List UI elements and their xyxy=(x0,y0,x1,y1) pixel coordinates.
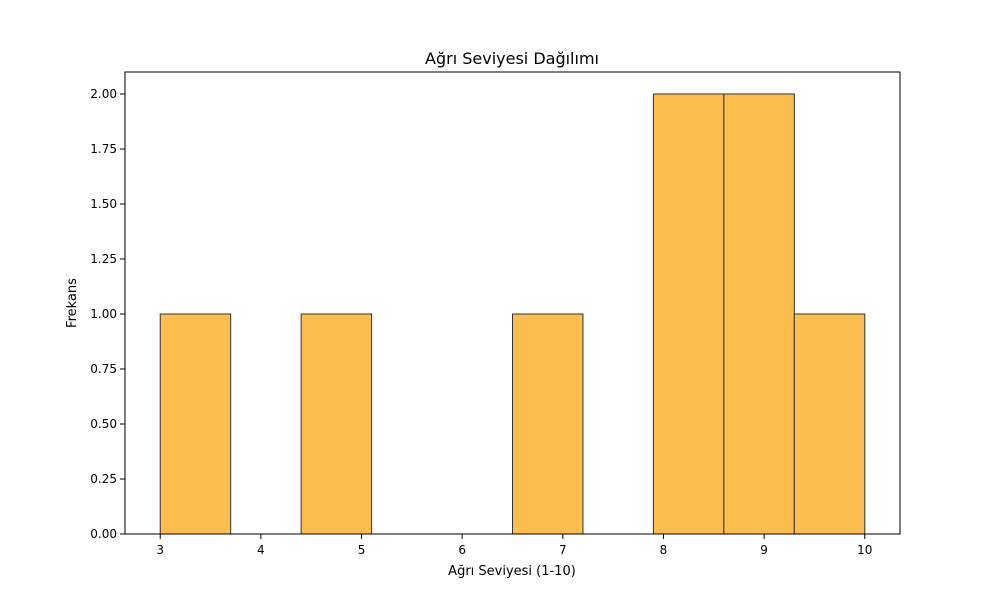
y-tick-label-2: 0.50 xyxy=(90,417,117,431)
histogram-bar-3 xyxy=(652,93,725,535)
histogram-bar-2 xyxy=(512,313,584,535)
histogram-bar-1 xyxy=(300,313,373,535)
x-tick-label-5: 8 xyxy=(660,543,668,557)
y-tick-label-6: 1.50 xyxy=(90,197,117,211)
x-tick-label-3: 6 xyxy=(458,543,466,557)
x-tick-label-1: 4 xyxy=(257,543,265,557)
x-tick-label-6: 9 xyxy=(760,543,768,557)
x-tick-label-0: 3 xyxy=(156,543,164,557)
chart-title: Ağrı Seviyesi Dağılımı xyxy=(425,49,599,68)
y-axis-ticks: 0.00 0.25 0.50 0.75 1.00 1.25 1.50 1.75 2.00 xyxy=(90,87,125,541)
y-tick-label-5: 1.25 xyxy=(90,252,117,266)
y-axis-label: Frekans xyxy=(65,278,80,328)
y-tick-label-7: 1.75 xyxy=(90,142,117,156)
histogram-bar-0 xyxy=(159,313,232,535)
histogram-bar-5 xyxy=(793,313,866,535)
y-tick-label-3: 0.75 xyxy=(90,362,117,376)
y-tick-label-8: 2.00 xyxy=(90,87,117,101)
x-axis-label: Ağrı Seviyesi (1-10) xyxy=(448,564,576,579)
y-tick-label-1: 0.25 xyxy=(90,472,117,486)
x-tick-label-4: 7 xyxy=(559,543,567,557)
x-tick-label-2: 5 xyxy=(358,543,366,557)
bars-group xyxy=(159,93,866,535)
y-tick-label-4: 1.00 xyxy=(90,307,117,321)
plot-frame xyxy=(124,71,901,535)
x-axis-ticks: 3 4 5 6 7 8 9 10 xyxy=(156,534,872,557)
x-tick-label-7: 10 xyxy=(857,543,872,557)
y-tick-label-0: 0.00 xyxy=(90,527,117,541)
histogram-bar-4 xyxy=(723,93,795,535)
